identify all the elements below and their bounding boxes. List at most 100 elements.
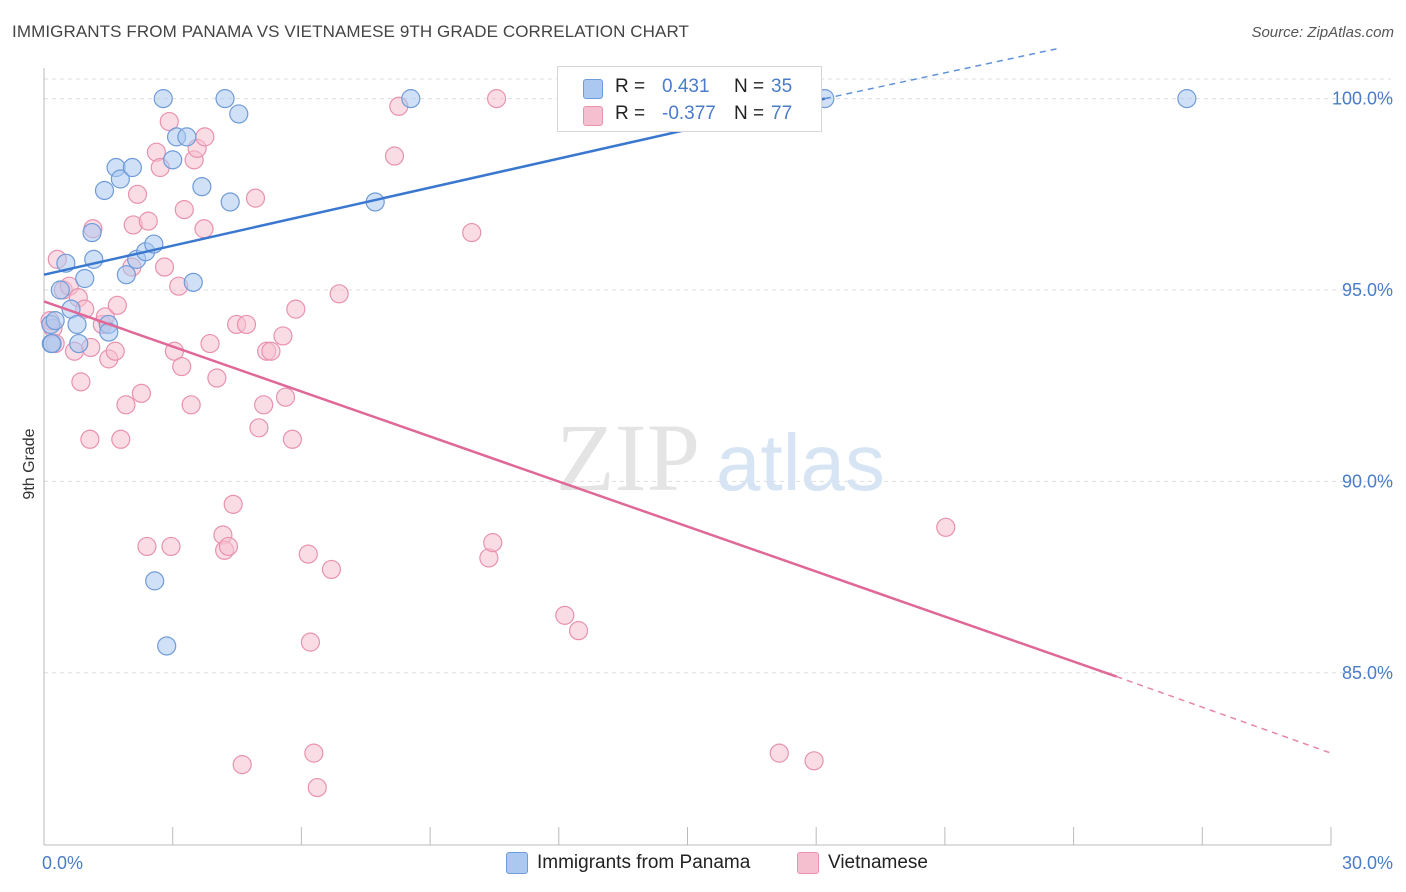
panama-point [153,89,173,109]
tick-labels: 85.0% 90.0% 95.0% 100.0% 0.0% 30.0% [42,89,1393,873]
vietnamese-point [218,536,239,557]
axes [43,68,1332,846]
panama-point [116,265,136,285]
n-value: 35 [771,76,793,97]
r-value: 0.431 [662,76,710,97]
vietnamese-point [174,200,194,220]
vietnamese-point [107,295,127,315]
vietnamese-point [298,544,318,564]
vietnamese-point [936,517,956,537]
vietnamese-point [195,127,215,147]
vietnamese-point [249,418,269,438]
panama-point [401,89,421,109]
watermark: ZIP atlas [556,404,885,511]
panama-point [67,314,87,335]
vietnamese-point [282,429,302,449]
panama-legend-label[interactable]: Immigrants from Panama [537,852,751,873]
vietnamese-point [804,751,824,771]
vietnamese-point [200,333,220,354]
vietnamese-point [232,755,252,775]
x-tick-label: 30.0% [1342,853,1393,873]
watermark-zip: ZIP [556,404,700,511]
panama-point [163,150,183,170]
panama-point [110,169,130,189]
panama-point [94,180,115,201]
vietnamese-point [127,184,148,204]
vietnamese-swatch [583,106,603,126]
panama-point [69,333,89,354]
vietnamese-point [159,111,179,132]
vietnamese-trend-extension [1116,675,1332,754]
vietnamese-point [116,395,136,415]
vietnamese-point [245,188,266,208]
vietnamese-point [300,632,321,652]
vietnamese-point [307,777,327,798]
vietnamese-point [131,383,151,403]
y-tick-label: 100.0% [1332,89,1393,109]
vietnamese-point [80,429,100,449]
panama-legend-swatch[interactable] [506,852,528,874]
vietnamese-trend-line [43,300,1117,678]
panama-point [145,571,165,591]
n-label: N = [734,76,765,97]
panama-point [183,272,203,292]
vietnamese-point [194,219,214,239]
vietnamese-point [555,605,575,625]
y-tick-label: 95.0% [1342,280,1393,300]
vietnamese-point [462,222,482,243]
vietnamese-legend-swatch[interactable] [797,852,819,874]
vietnamese-point [483,533,503,553]
chart-title: IMMIGRANTS FROM PANAMA VS VIETNAMESE 9TH… [12,22,690,41]
legend-row-vietnamese: R = -0.377 N = 77 [558,101,821,129]
vietnamese-legend-label[interactable]: Vietnamese [828,852,928,873]
y-tick-label: 90.0% [1342,471,1393,491]
vietnamese-point [568,621,589,641]
legend-row-panama: R = 0.431 N = 35 [558,74,821,102]
vietnamese-point [111,429,131,449]
vietnamese-point [769,743,789,763]
vietnamese-point [161,536,181,557]
vietnamese-point [71,372,91,392]
panama-point [82,222,102,243]
panama-point [1177,89,1197,109]
r-label: R = [615,76,646,97]
vietnamese-point [254,395,274,415]
panama-trend-extension [824,48,1057,100]
grid-lines [44,78,1391,674]
vietnamese-point [236,314,257,335]
vietnamese-point [223,494,243,514]
panama-point [215,89,235,109]
trend-lines [43,48,1332,754]
y-axis-label: 9th Grade [21,428,38,499]
series-legend: Immigrants from Panama Vietnamese [0,850,1406,880]
vietnamese-point [105,341,125,361]
vietnamese-point [384,146,405,166]
panama-points [41,89,1197,656]
vietnamese-point [273,326,293,346]
vietnamese-point [275,387,296,407]
panama-point [192,177,212,197]
vietnamese-point [486,89,507,109]
vietnamese-point [138,211,158,231]
source-credit: Source: ZipAtlas.com [1251,24,1394,41]
panama-point [220,192,240,212]
panama-point [122,157,142,178]
panama-point [42,333,62,354]
y-tick-label: 85.0% [1342,663,1393,683]
panama-point [229,104,249,124]
vietnamese-point [329,284,349,304]
n-value: 77 [771,103,793,124]
panama-point [75,268,95,289]
r-value: -0.377 [662,103,716,124]
vietnamese-point [172,356,192,377]
x-tick-label: 0.0% [42,853,83,873]
n-label: N = [734,103,765,124]
watermark-atlas: atlas [716,418,885,507]
panama-point [177,127,197,147]
vietnamese-point [304,743,324,763]
panama-swatch [583,79,603,99]
correlation-legend: R = 0.431 N = 35 R = -0.377 N = 77 [557,66,822,132]
panama-point [50,280,70,300]
vietnamese-point [154,257,175,277]
